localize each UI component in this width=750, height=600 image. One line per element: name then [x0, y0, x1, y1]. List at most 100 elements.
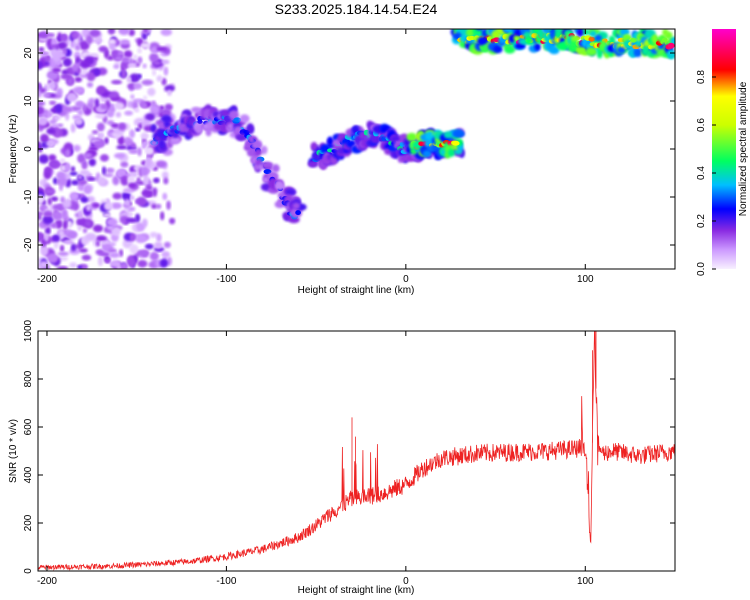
heatmap-cell [406, 132, 418, 142]
heatmap-cell [113, 152, 126, 159]
spectrogram-x-ticks: -200 -100 0 100 [37, 29, 594, 285]
colorbar-tick-label: 0.6 [696, 118, 707, 132]
heatmap-cell [129, 244, 139, 254]
heatmap-cell [62, 48, 67, 55]
heatmap-cell [616, 46, 626, 54]
heatmap-cell [70, 166, 76, 173]
heatmap-cell [60, 33, 68, 42]
heatmap-cell [62, 57, 73, 67]
heatmap-cell [161, 251, 171, 258]
heatmap-cell [77, 153, 86, 164]
heatmap-cell [132, 54, 138, 60]
heatmap-cell [271, 164, 280, 173]
heatmap-cell [161, 171, 169, 179]
heatmap-cell [89, 29, 101, 38]
heatmap-cell [92, 203, 100, 208]
spectrogram-y-tick-label: 0 [23, 146, 34, 152]
heatmap-cell [261, 161, 274, 168]
heatmap-cell [38, 105, 45, 115]
heatmap-cell [124, 198, 131, 206]
snr-y-ticks: 0 200 400 600 800 1000 [23, 319, 675, 574]
heatmap-cell [94, 68, 101, 76]
heatmap-cell [50, 222, 58, 229]
heatmap-cell [97, 176, 106, 186]
heatmap-cell [152, 69, 157, 77]
heatmap-cell [73, 32, 79, 39]
heatmap-cell [70, 123, 76, 133]
heatmap-cell [77, 265, 83, 269]
heatmap-cell [103, 48, 110, 59]
heatmap-cell [164, 84, 175, 92]
heatmap-cell [145, 156, 152, 167]
heatmap-cell [570, 35, 580, 42]
heatmap-cell [108, 92, 118, 98]
heatmap-cell [52, 211, 64, 221]
heatmap-cell [43, 210, 54, 218]
colorbar-gradient [712, 29, 736, 269]
heatmap-cell [49, 160, 59, 168]
heatmap-cell [149, 231, 158, 238]
heatmap-cell [138, 123, 143, 129]
snr-x-tick-label: -100 [216, 576, 236, 587]
heatmap-cell [160, 211, 165, 221]
heatmap-cell [72, 63, 79, 72]
heatmap-cell [142, 175, 150, 186]
heatmap-cell [86, 101, 94, 110]
heatmap-cell [62, 198, 72, 209]
heatmap-cell [239, 114, 250, 123]
heatmap-cell [141, 189, 154, 197]
heatmap-cell [96, 122, 105, 132]
heatmap-cell [85, 34, 93, 45]
heatmap-cell [104, 137, 109, 145]
heatmap-cell [149, 105, 160, 115]
heatmap-cell [38, 213, 42, 221]
heatmap-cell [113, 64, 120, 69]
heatmap-cell [85, 232, 97, 242]
heatmap-cell [140, 166, 150, 177]
heatmap-cell [135, 127, 141, 132]
heatmap-cell [576, 46, 587, 54]
heatmap-cell [137, 56, 143, 64]
heatmap-cell [133, 108, 140, 113]
snr-series-line [38, 331, 675, 571]
snr-x-tick-label: 0 [403, 576, 409, 587]
heatmap-cell [195, 124, 203, 134]
heatmap-cell [130, 195, 135, 201]
heatmap-cell [57, 251, 70, 256]
heatmap-cell [111, 227, 121, 236]
spectrogram-y-tick-label: -10 [23, 189, 34, 204]
heatmap-cell [594, 34, 603, 42]
heatmap-cell [162, 192, 168, 201]
heatmap-cell [110, 123, 119, 128]
heatmap-cell [263, 169, 272, 175]
heatmap-cell [47, 82, 56, 90]
heatmap-cell [103, 201, 113, 211]
heatmap-cell [77, 225, 83, 231]
heatmap-cell [246, 148, 257, 157]
heatmap-cell [163, 66, 169, 76]
colorbar: 0.0 0.2 0.4 0.6 0.8 Normalized spectral ampl… [696, 29, 749, 276]
heatmap-cell [46, 127, 56, 135]
heatmap-cell [667, 42, 675, 49]
heatmap-cell [44, 166, 52, 174]
heatmap-cell [61, 69, 69, 75]
heatmap-cell [57, 123, 64, 128]
heatmap-cell [73, 144, 81, 152]
heatmap-cell [191, 106, 201, 114]
heatmap-cell [167, 89, 172, 96]
heatmap-cell [103, 212, 111, 218]
spectrogram-y-tick-label: 20 [23, 47, 34, 59]
heatmap-cell [85, 220, 92, 227]
heatmap-cell [161, 108, 172, 118]
heatmap-cell [155, 160, 167, 168]
heatmap-cell [136, 73, 142, 79]
spectrogram-x-tick-label: -100 [216, 274, 236, 285]
heatmap-cell [57, 256, 69, 261]
heatmap-cell [86, 177, 97, 182]
heatmap-cell [136, 196, 147, 207]
heatmap-cell [137, 259, 148, 268]
heatmap-cell [64, 162, 71, 172]
heatmap-cell [118, 29, 130, 36]
heatmap-cell [662, 29, 669, 36]
heatmap-cell [135, 234, 147, 244]
